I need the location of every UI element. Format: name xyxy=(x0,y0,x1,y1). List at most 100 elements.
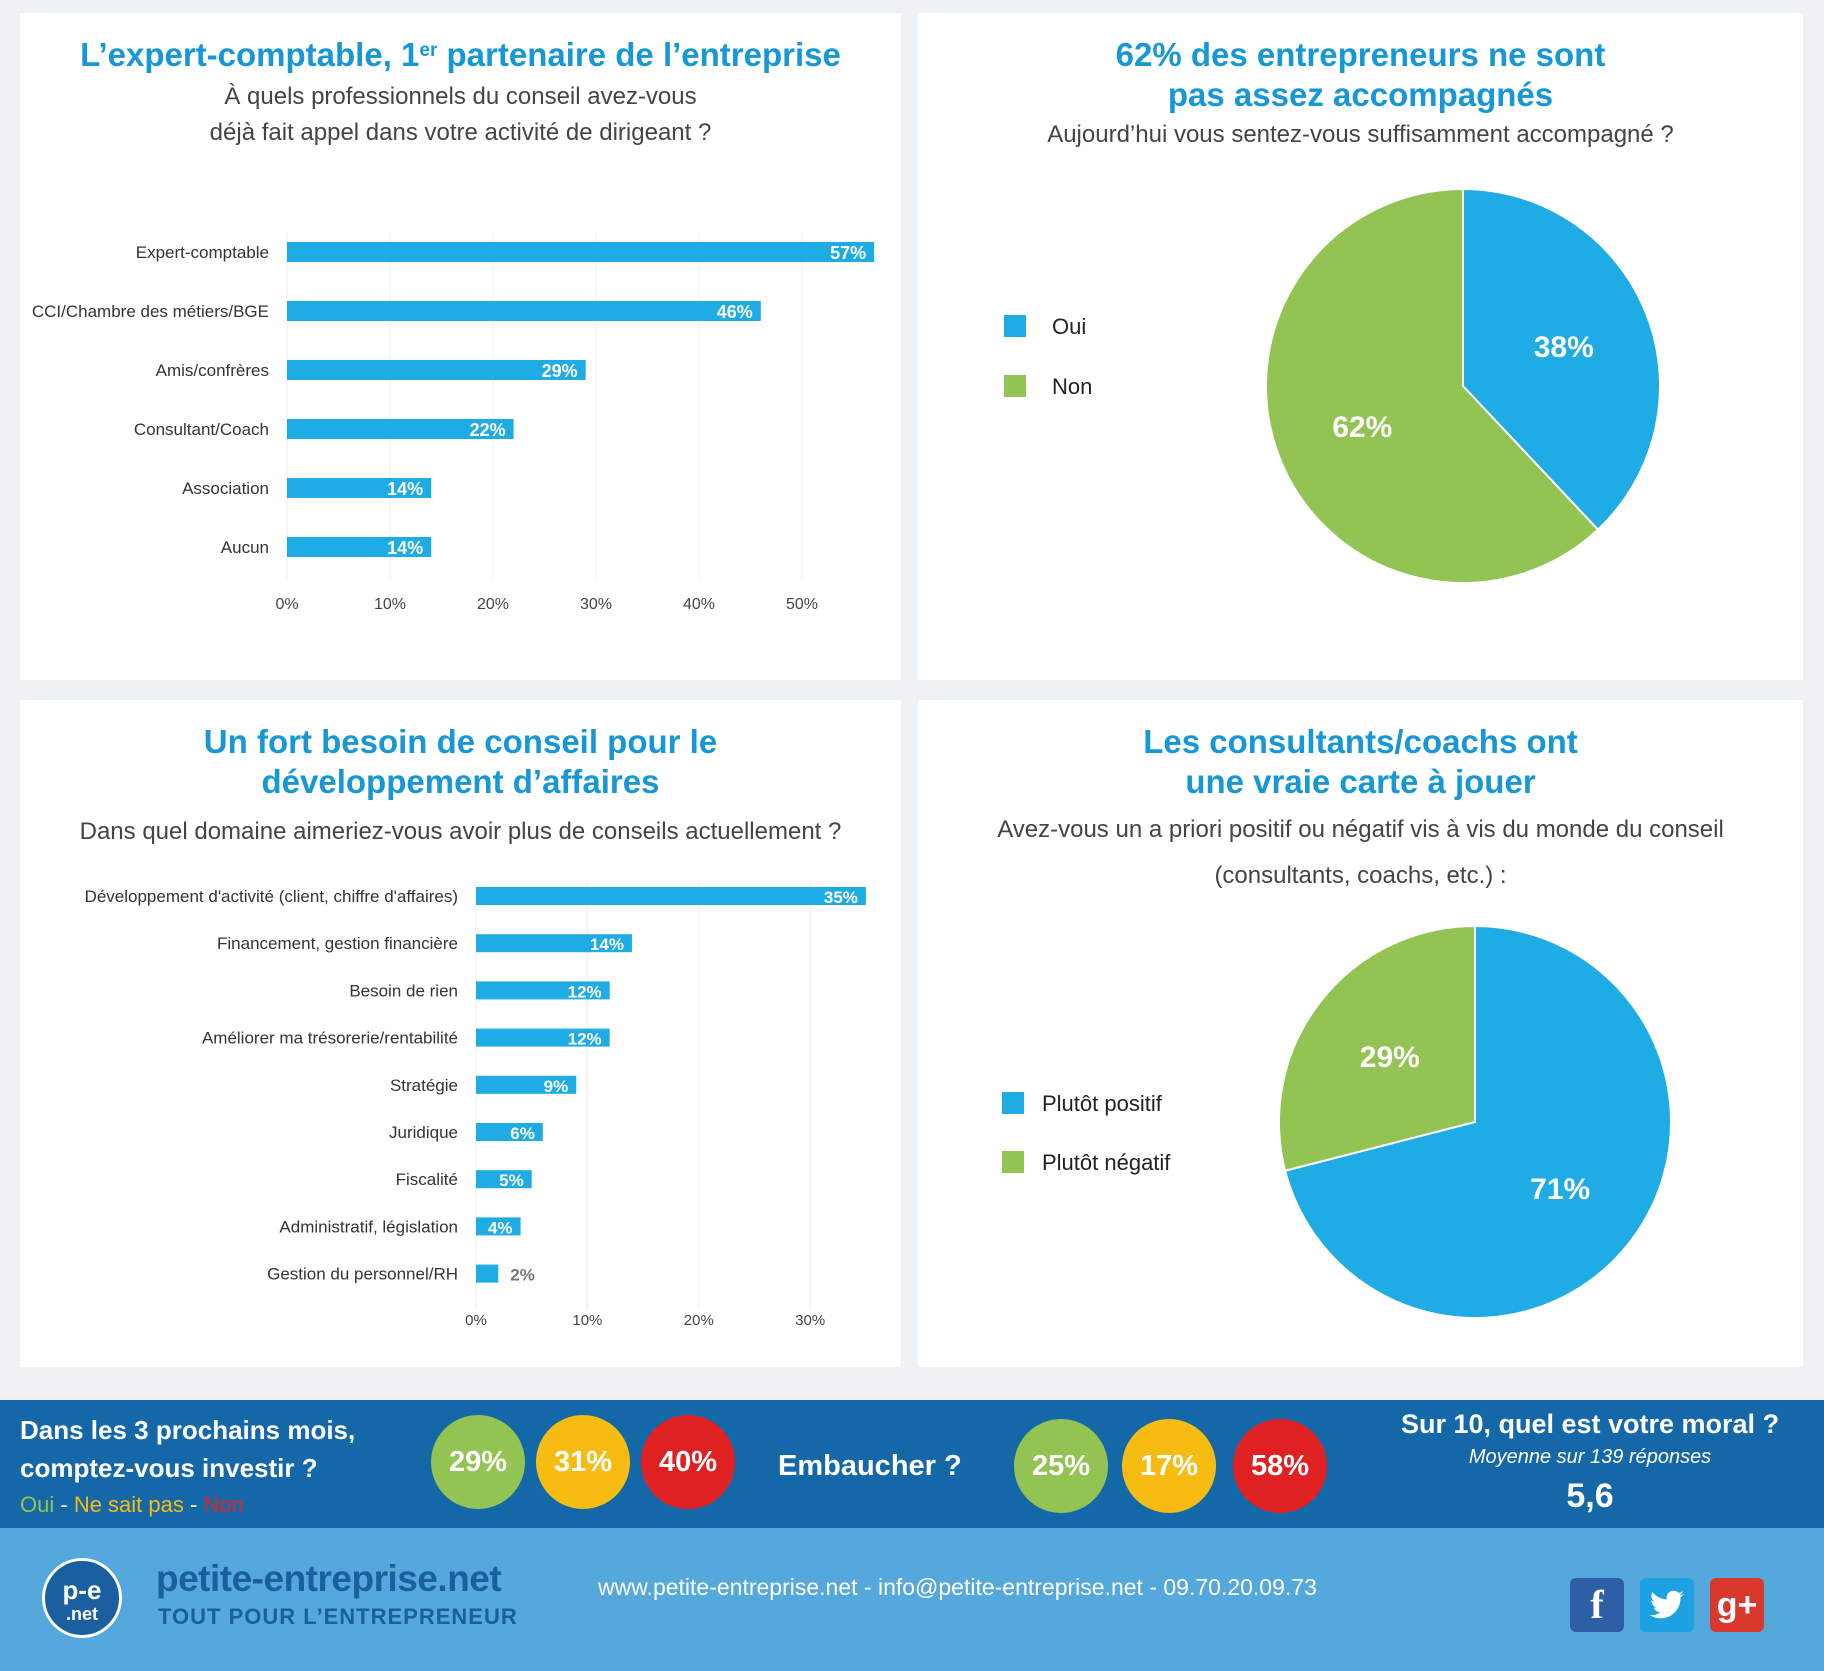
x-tick-label: 20% xyxy=(477,596,509,613)
category-label-strategie: Stratégie xyxy=(390,1076,458,1095)
pie-value-label: 29% xyxy=(1360,1041,1420,1074)
hire-nsp-circle: 17% xyxy=(1122,1419,1216,1513)
bar-value-label: 29% xyxy=(542,361,578,381)
bar-value-label: 46% xyxy=(717,302,753,322)
footer: p-e .net petite-entreprise.net TOUT POUR… xyxy=(0,1528,1824,1671)
x-tick-label: 20% xyxy=(684,1312,714,1329)
legend-item-oui: Oui xyxy=(1004,315,1086,339)
x-tick-label: 50% xyxy=(786,596,818,613)
legend-item-non: Non xyxy=(1004,375,1092,399)
brand-name[interactable]: petite-entreprise.net xyxy=(156,1558,502,1599)
google-plus-icon[interactable]: g+ xyxy=(1710,1578,1764,1632)
bar-aucun xyxy=(287,537,432,557)
moral-subtitle: Moyenne sur 139 réponses xyxy=(1468,1446,1712,1468)
moral-value: 5,6 xyxy=(1566,1477,1614,1515)
bar-chart-professionnels: 0% 10% 20% 30% 40% 50% Expert-comptable 57% CCI/… xyxy=(32,233,875,613)
invest-non-circle: 40% xyxy=(641,1415,735,1509)
pie-slice-plutot-positif xyxy=(1283,924,1672,1319)
category-label-developpement-d-activite-client-chiffre-d-affaires: Développement d'activité (client, chiffr… xyxy=(85,887,458,906)
invest-question-line2: comptez-vous investir ? xyxy=(20,1453,318,1483)
answer-oui: Oui xyxy=(20,1492,55,1517)
panel4-title-line1: Les consultants/coachs ont xyxy=(1143,723,1578,760)
category-label-consultant-coach: Consultant/Coach xyxy=(134,420,269,439)
bar-value-label: 35% xyxy=(824,888,858,907)
category-label-cci-chambre-des-metiers-bge: CCI/Chambre des métiers/BGE xyxy=(32,302,269,321)
logo-icon[interactable]: p-e .net xyxy=(42,1558,122,1638)
panel1-subtitle-line2: déjà fait appel dans votre activité de d… xyxy=(209,119,712,146)
panel2-subtitle: Aujourd’hui vous sentez-vous suffisammen… xyxy=(1047,121,1674,148)
x-tick-label: 10% xyxy=(374,596,406,613)
bar-value-label: 57% xyxy=(830,243,866,263)
moral-question: Sur 10, quel est votre moral ? xyxy=(1400,1409,1780,1439)
x-tick-label: 0% xyxy=(275,596,298,613)
panel3-subtitle: Dans quel domaine aimeriez-vous avoir pl… xyxy=(79,818,842,845)
category-label-ameliorer-ma-tresorerie-rentabilite: Améliorer ma trésorerie/rentabilité xyxy=(202,1029,458,1048)
legend-label-positif: Plutôt positif xyxy=(1042,1091,1162,1116)
legend-label-non: Non xyxy=(1052,374,1093,399)
bar-amis-confreres xyxy=(287,360,586,380)
answers-legend: Oui - Ne sait pas - Non xyxy=(20,1492,244,1518)
hire-non-circle: 58% xyxy=(1233,1419,1327,1513)
panel4-subtitle-line1: Avez-vous un a priori positif ou négatif… xyxy=(997,816,1724,843)
bar-gestion-du-personnel-rh xyxy=(476,1264,499,1283)
category-label-besoin-de-rien: Besoin de rien xyxy=(349,981,458,1000)
bar-expert-comptable xyxy=(287,242,875,262)
panel4-subtitle-line2: (consultants, coachs, etc.) : xyxy=(1214,862,1507,889)
legend-item-negatif: Plutôt négatif xyxy=(1002,1151,1170,1175)
category-label-association: Association xyxy=(182,479,269,498)
pie-slice-oui xyxy=(1462,187,1661,532)
category-label-aucun: Aucun xyxy=(221,538,269,557)
contact-line[interactable]: www.petite-entreprise.net - info@petite-… xyxy=(598,1574,1317,1600)
pie-chart-consultants: 71% 29% xyxy=(1278,924,1672,1319)
x-tick-label: 30% xyxy=(795,1312,825,1329)
bar-association xyxy=(287,478,432,498)
pie-chart-accompagnement: 38% 62% xyxy=(1265,187,1661,584)
bar-value-label: 22% xyxy=(470,420,506,440)
bar-value-label: 14% xyxy=(387,479,423,499)
legend-item-positif: Plutôt positif xyxy=(1002,1092,1162,1116)
bar-administratif-legislation xyxy=(476,1217,521,1236)
category-label-amis-confreres: Amis/confrères xyxy=(156,361,269,380)
panel4-title-line2: une vraie carte à jouer xyxy=(1185,763,1536,800)
panel-besoin-conseil: Un fort besoin de conseil pour le dévelo… xyxy=(20,700,901,1367)
legend-swatch-negatif xyxy=(1002,1151,1024,1174)
category-label-fiscalite: Fiscalité xyxy=(396,1170,458,1189)
category-label-administratif-legislation: Administratif, législation xyxy=(279,1217,458,1236)
stats-band: Dans les 3 prochains mois, comptez-vous … xyxy=(0,1400,1824,1528)
brand-tagline: TOUT POUR L’ENTREPRENEUR xyxy=(158,1604,518,1629)
panel2-title-line2: pas assez accompagnés xyxy=(1167,76,1554,113)
legend-swatch-non xyxy=(1004,375,1026,398)
legend-swatch-oui xyxy=(1004,315,1026,338)
category-label-gestion-du-personnel-rh: Gestion du personnel/RH xyxy=(267,1265,458,1284)
pie-value-label: 71% xyxy=(1530,1173,1590,1206)
bar-fiscalite xyxy=(476,1170,532,1189)
bar-value-label: 4% xyxy=(488,1218,513,1237)
logo-text-top: p-e xyxy=(62,1575,102,1605)
bar-value-label: 5% xyxy=(499,1171,524,1190)
bar-value-label: 14% xyxy=(590,935,624,954)
logo-text-bottom: .net xyxy=(65,1604,98,1624)
category-label-expert-comptable: Expert-comptable xyxy=(136,243,269,262)
bar-strategie xyxy=(476,1075,577,1094)
x-tick-label: 40% xyxy=(683,596,715,613)
x-tick-label: 0% xyxy=(465,1312,487,1329)
twitter-icon[interactable] xyxy=(1640,1578,1694,1632)
bar-besoin-de-rien xyxy=(476,981,610,1000)
hire-question: Embaucher ? xyxy=(778,1450,962,1482)
panel-accompagnement: 62% des entrepreneurs ne sont pas assez … xyxy=(918,13,1803,680)
panel2-title-line1: 62% des entrepreneurs ne sont xyxy=(1115,36,1606,73)
pie-value-label: 62% xyxy=(1332,411,1392,444)
bar-consultant-coach xyxy=(287,419,514,439)
bar-juridique xyxy=(476,1123,543,1141)
pie-slice-plutot-negatif xyxy=(1278,924,1476,1172)
answer-non: Non xyxy=(203,1492,244,1517)
x-tick-label: 30% xyxy=(580,596,612,613)
panel-consultants: Les consultants/coachs ont une vraie car… xyxy=(918,700,1803,1367)
panel1-subtitle-line1: À quels professionnels du conseil avez-v… xyxy=(224,83,697,110)
panel1-title: L’expert-comptable, 1er partenaire de l’… xyxy=(80,36,841,73)
bar-value-label: 12% xyxy=(568,1030,602,1049)
answer-ne-sait-pas: Ne sait pas xyxy=(73,1492,184,1517)
bar-chart-domaines: 0% 10% 20% 30% Développement d'activité (cli… xyxy=(85,880,866,1329)
facebook-icon[interactable]: f xyxy=(1570,1578,1624,1632)
bar-ameliorer-ma-tresorerie-rentabilite xyxy=(476,1028,610,1047)
